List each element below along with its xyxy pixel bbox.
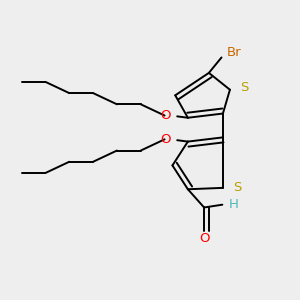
Text: O: O bbox=[199, 232, 209, 245]
Text: S: S bbox=[233, 182, 241, 194]
Text: O: O bbox=[160, 133, 170, 146]
Text: H: H bbox=[229, 198, 238, 211]
Text: Br: Br bbox=[227, 46, 242, 59]
Text: S: S bbox=[240, 81, 248, 94]
Text: O: O bbox=[160, 109, 170, 122]
